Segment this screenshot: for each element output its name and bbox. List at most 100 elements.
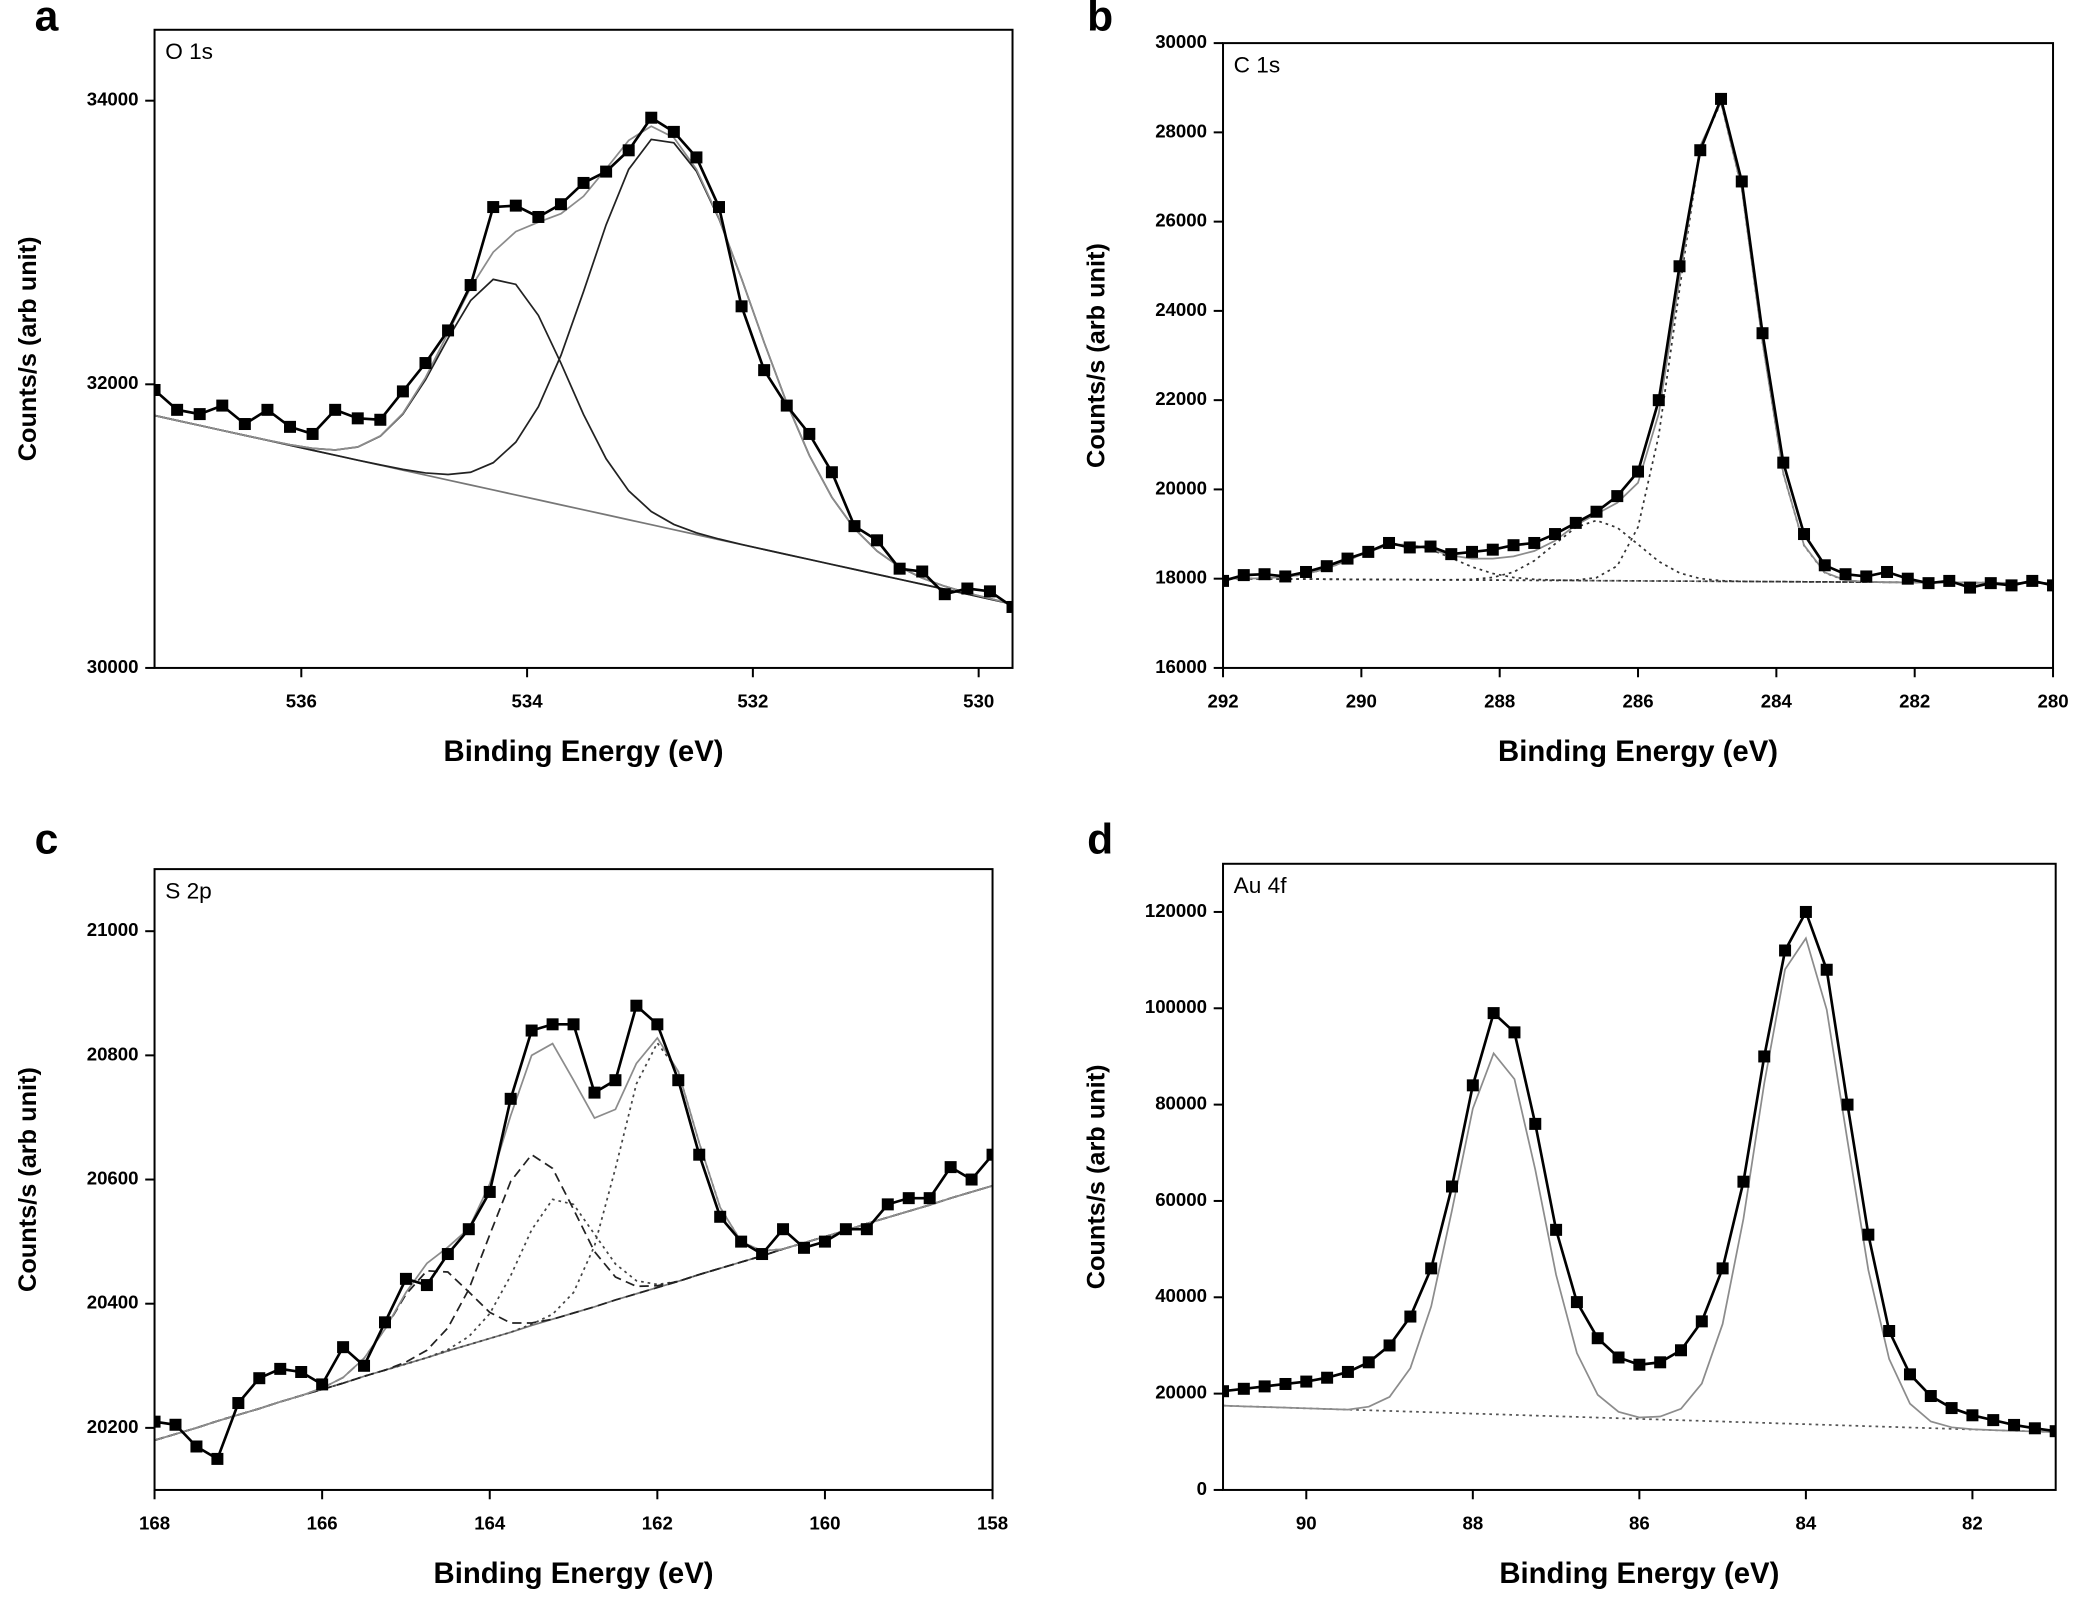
- data-point: [1383, 536, 1396, 549]
- x-tick-label: 166: [307, 1513, 338, 1534]
- fit-line: [1223, 577, 2054, 585]
- x-tick-label: 162: [642, 1513, 673, 1534]
- panel-letter: a: [35, 0, 59, 40]
- y-tick-label: 100000: [1145, 996, 1207, 1017]
- x-axis-title: Binding Energy (eV): [1498, 735, 1778, 768]
- data-point: [961, 582, 974, 595]
- x-axis-title: Binding Energy (eV): [1499, 1557, 1779, 1590]
- data-point: [667, 125, 680, 138]
- data-point: [509, 199, 522, 212]
- y-tick-label: 30000: [87, 656, 139, 677]
- data-point: [1424, 540, 1437, 553]
- data-point: [1445, 548, 1458, 561]
- data-point: [464, 279, 477, 292]
- data-point: [1223, 574, 1230, 587]
- data-point: [1300, 565, 1313, 578]
- y-tick-label: 21000: [87, 919, 139, 940]
- data-point: [1862, 1228, 1875, 1241]
- data-point: [923, 1192, 936, 1205]
- y-tick-label: 40000: [1155, 1285, 1207, 1306]
- panel-title: C 1s: [1234, 52, 1281, 77]
- data-point: [1883, 1325, 1896, 1337]
- y-axis-title: Counts/s (arb unit): [14, 1067, 42, 1292]
- x-tick-label: 284: [1761, 691, 1793, 712]
- data-point: [1756, 327, 1769, 340]
- data-point: [441, 1248, 454, 1261]
- x-tick-label: 84: [1796, 1513, 1817, 1534]
- data-point: [1362, 545, 1375, 558]
- panel-title: O 1s: [165, 39, 213, 64]
- data-point: [1611, 490, 1624, 503]
- data-point: [1362, 1356, 1375, 1369]
- data-point: [462, 1223, 475, 1236]
- data-point: [758, 364, 771, 377]
- data-point: [2028, 1422, 2041, 1435]
- data-point: [1507, 539, 1520, 552]
- data-point: [986, 1148, 993, 1161]
- data-point: [504, 1092, 517, 1105]
- data-point: [965, 1173, 978, 1186]
- data-point: [1901, 572, 1914, 585]
- fit-line: [1223, 99, 2054, 585]
- data-point: [190, 1440, 203, 1453]
- y-tick-label: 28000: [1155, 120, 1207, 141]
- data-point: [780, 399, 793, 412]
- data-point: [546, 1018, 559, 1031]
- data-point: [983, 585, 996, 598]
- x-tick-label: 536: [286, 691, 317, 712]
- x-tick-label: 160: [809, 1513, 840, 1534]
- fit-line: [1223, 519, 2054, 585]
- panel: a O 1s 30000 32000 34000 536 534 532 530 Binding …: [14, 0, 1014, 768]
- y-tick-label: 60000: [1155, 1189, 1207, 1210]
- data-point: [916, 565, 929, 578]
- data-point: [588, 1086, 601, 1099]
- data-point: [1279, 1377, 1292, 1390]
- data-point: [253, 1372, 266, 1385]
- x-tick-label: 86: [1629, 1513, 1650, 1534]
- data-point: [735, 300, 748, 313]
- data-point: [1758, 1050, 1771, 1063]
- data-point: [848, 520, 861, 533]
- data-point: [1839, 568, 1852, 581]
- data-point: [1987, 1414, 2000, 1427]
- data-point: [211, 1452, 224, 1465]
- data-point: [2008, 1418, 2021, 1431]
- x-tick-label: 282: [1899, 691, 1930, 712]
- x-tick-label: 292: [1207, 691, 1238, 712]
- data-point: [881, 1198, 894, 1211]
- data-point: [1860, 570, 1873, 583]
- data-point: [483, 1185, 496, 1198]
- data-point: [1779, 944, 1792, 957]
- data-point: [1006, 600, 1013, 613]
- data-point: [1486, 543, 1499, 556]
- y-tick-label: 20600: [87, 1167, 139, 1188]
- data-point: [1300, 1375, 1313, 1388]
- data-point: [1425, 1262, 1438, 1275]
- data-point: [232, 1397, 245, 1410]
- data-point: [1735, 175, 1748, 188]
- data-point: [295, 1365, 308, 1378]
- data-point: [1569, 516, 1582, 529]
- data-point: [1632, 465, 1645, 478]
- data-point: [944, 1161, 957, 1174]
- data-point: [651, 1018, 664, 1031]
- data-point: [1383, 1339, 1396, 1352]
- x-tick-label: 158: [977, 1513, 1008, 1534]
- data-point: [1818, 559, 1831, 572]
- data-point: [1820, 963, 1833, 976]
- data-point: [2005, 579, 2018, 592]
- data-point: [1841, 1098, 1854, 1111]
- plot-area: [1223, 905, 2056, 1438]
- data-point: [600, 165, 613, 178]
- data-point: [735, 1235, 748, 1248]
- data-point: [893, 562, 906, 575]
- fit-line: [154, 1041, 993, 1442]
- x-tick-label: 286: [1622, 691, 1653, 712]
- panel: c S 2p 20200 20400 20600 20800 21000 168 166 164 1…: [14, 816, 1008, 1590]
- panel-letter: d: [1087, 816, 1113, 864]
- x-tick-label: 530: [963, 691, 994, 712]
- y-tick-label: 20800: [87, 1043, 139, 1064]
- y-tick-label: 34000: [87, 89, 139, 110]
- data-point: [442, 324, 455, 337]
